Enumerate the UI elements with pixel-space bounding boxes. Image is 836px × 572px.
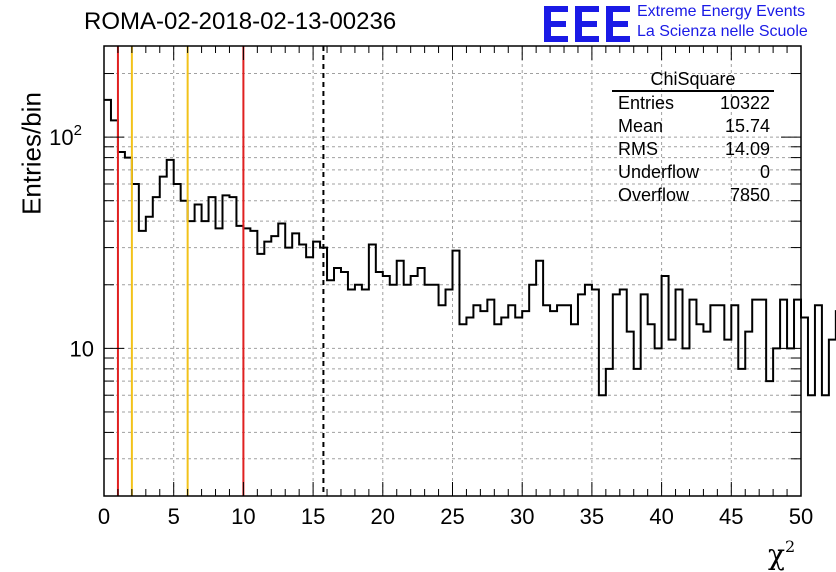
stats-label: Mean xyxy=(618,116,664,136)
x-tick-label: 5 xyxy=(168,504,180,529)
x-tick-label: 30 xyxy=(510,504,534,529)
stats-value: 15.74 xyxy=(724,116,770,136)
x-axis-label: χ2 xyxy=(768,537,795,571)
stats-label: Overflow xyxy=(618,185,690,205)
y-tick-label: 10 xyxy=(70,336,94,361)
stats-value: 0 xyxy=(759,162,770,182)
y-axis-label: Entries/bin xyxy=(16,92,47,215)
logo-line-2: La Scienza nelle Scuole xyxy=(637,23,808,40)
x-axis-label-exponent: 2 xyxy=(784,537,796,556)
stats-label: Underflow xyxy=(618,162,700,182)
eee-logo xyxy=(544,6,630,42)
x-tick-label: 10 xyxy=(231,504,255,529)
x-tick-label: 20 xyxy=(371,504,395,529)
x-tick-label: 25 xyxy=(440,504,464,529)
x-tick-label: 0 xyxy=(98,504,110,529)
stats-row-rms: RMS 14.09 xyxy=(612,138,774,161)
stats-row-entries: Entries 10322 xyxy=(612,92,774,115)
logo-caption: Extreme Energy Events La Scienza nelle S… xyxy=(637,2,808,42)
y-tick-label: 102 xyxy=(49,122,82,150)
x-tick-label: 15 xyxy=(301,504,325,529)
histogram-series xyxy=(104,98,836,397)
stats-row-mean: Mean 15.74 xyxy=(612,115,774,138)
x-tick-label: 40 xyxy=(649,504,673,529)
stats-value: 7850 xyxy=(729,185,770,205)
stats-label: Entries xyxy=(618,93,675,113)
stats-title: ChiSquare xyxy=(612,68,774,92)
stats-value: 10322 xyxy=(719,93,770,113)
x-axis-label-symbol: χ xyxy=(768,538,785,571)
page-title: ROMA-02-2018-02-13-00236 xyxy=(84,8,397,35)
x-tick-label: 45 xyxy=(719,504,743,529)
stats-row-overflow: Overflow 7850 xyxy=(612,184,774,207)
logo-line-1: Extreme Energy Events xyxy=(637,3,806,20)
x-tick-label: 50 xyxy=(789,504,813,529)
stats-row-underflow: Underflow 0 xyxy=(612,161,774,184)
stats-label: RMS xyxy=(618,139,658,159)
stats-box: ChiSquare Entries 10322 Mean 15.74 RMS 14.0… xyxy=(612,68,774,207)
stats-value: 14.09 xyxy=(724,139,770,159)
x-tick-label: 35 xyxy=(580,504,604,529)
